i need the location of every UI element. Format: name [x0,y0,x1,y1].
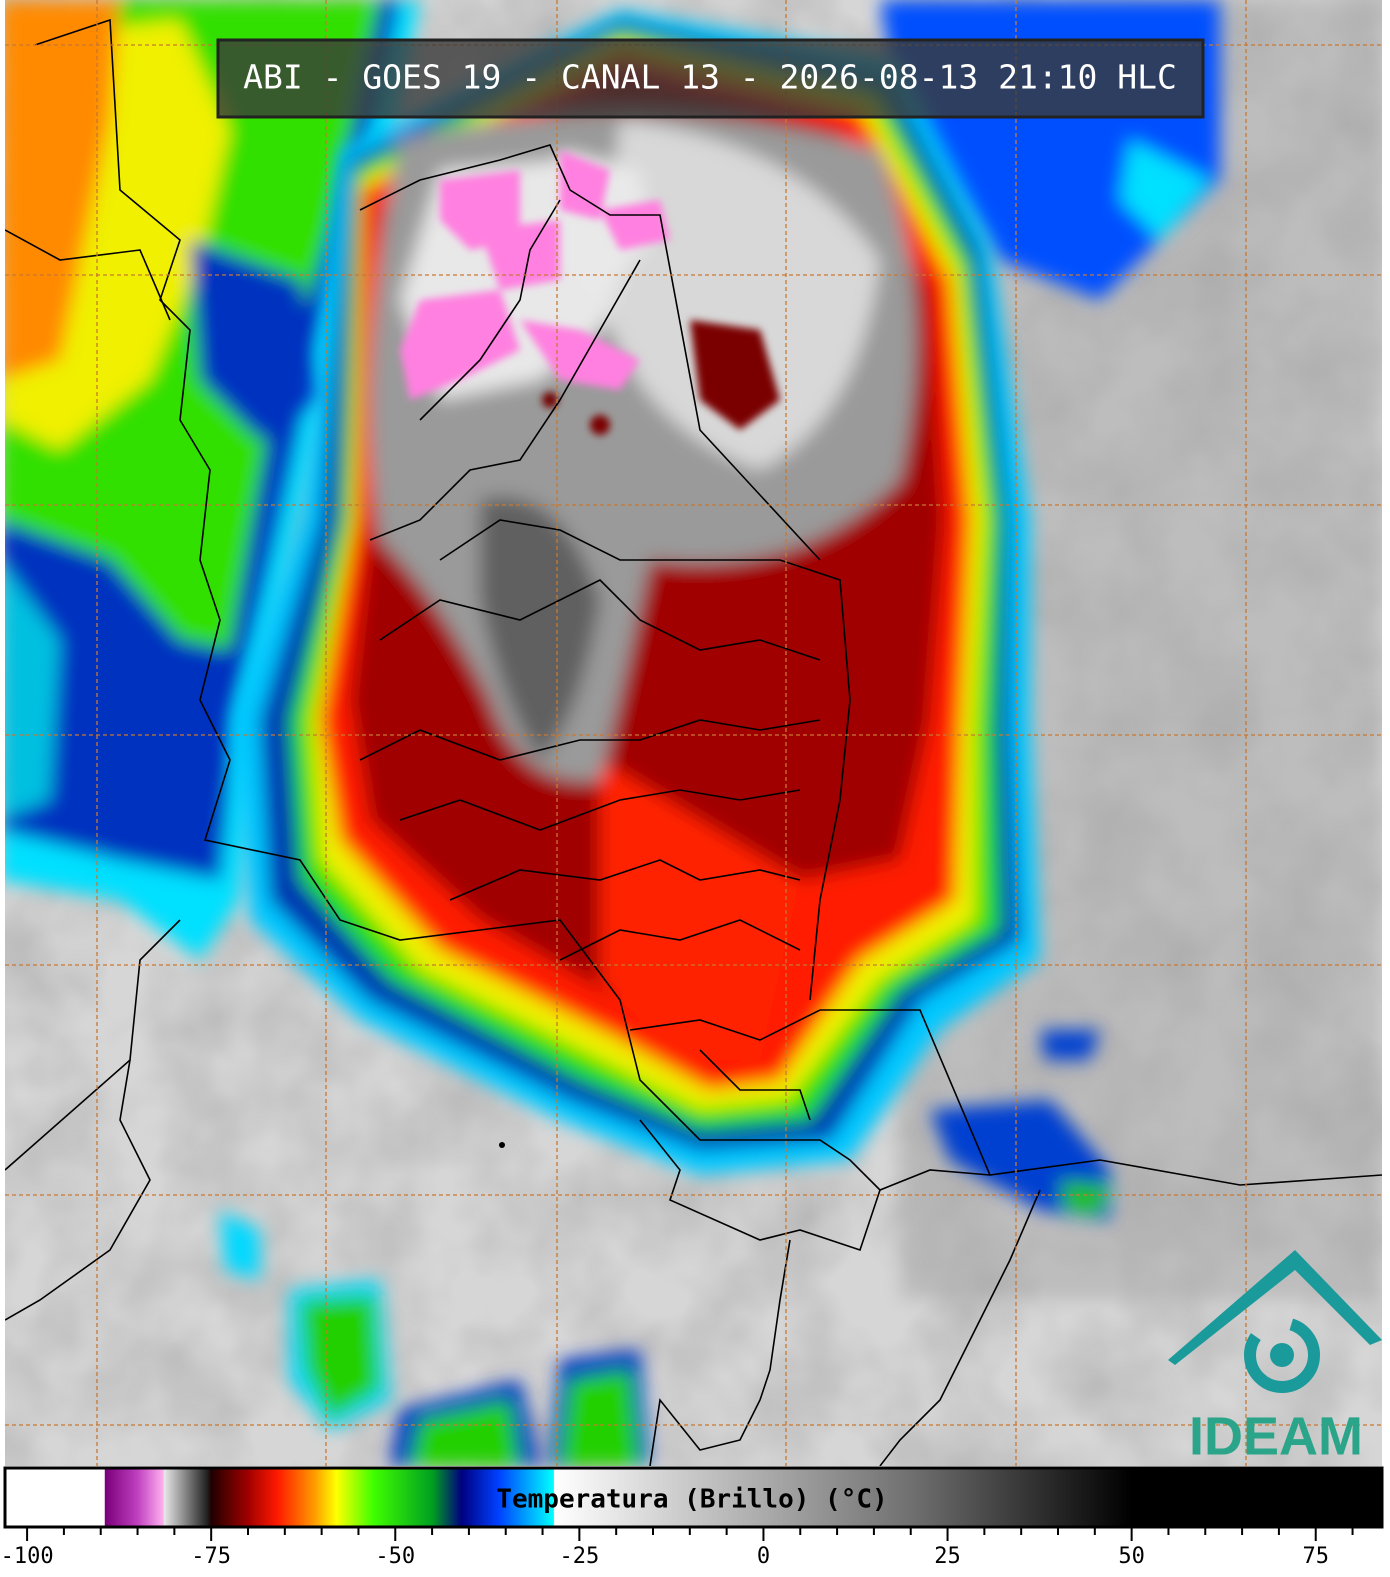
tick-label: 25 [934,1544,961,1569]
colorbar-bar [3,1466,1384,1529]
logo-text: IDEAM [1189,1406,1363,1466]
tick-label: -25 [559,1544,599,1569]
colorbar-label: Temperatura (Brillo) (°C) [496,1485,887,1515]
storm [230,10,1040,1175]
logo: IDEAM [1168,1250,1382,1466]
tick-label: -50 [375,1544,415,1569]
title-box [216,38,1205,119]
south-clouds [220,1030,1110,1466]
tick-label: -75 [191,1544,231,1569]
map: ABI - GOES 19 - CANAL 13 - 2026-08-13 21… [5,0,1382,1466]
borders [5,18,1382,1466]
title: ABI - GOES 19 - CANAL 13 - 2026-08-13 21… [243,58,1177,97]
city-marker [499,1142,505,1148]
tick-label: 75 [1302,1544,1329,1569]
coldest-tops [400,150,780,435]
tick-label: -100 [1,1544,54,1569]
tick-label: 0 [757,1544,770,1569]
west-clouds [5,0,1220,960]
tick-label: 50 [1118,1544,1145,1569]
colorbar: Temperatura (Brillo) (°C) -100 -75 -50 -25 0… [1,1466,1384,1569]
